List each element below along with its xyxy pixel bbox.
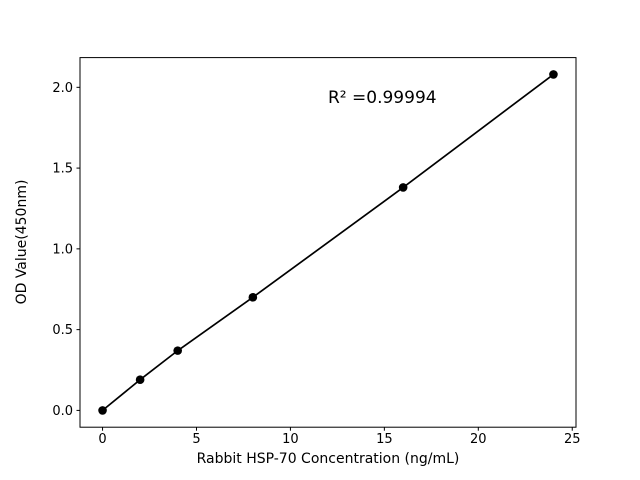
data-line: [102, 73, 554, 412]
x-tick-label: 25: [564, 432, 581, 447]
y-tick-label: 1.0: [52, 242, 73, 257]
data-point: [398, 183, 408, 192]
x-tick-label: 20: [470, 432, 487, 447]
data-point: [98, 406, 107, 415]
data-point: [173, 346, 182, 355]
data-point: [135, 375, 145, 385]
data-point: [549, 70, 558, 79]
x-tick-label: 10: [282, 432, 299, 447]
x-tick-label: 0: [98, 432, 106, 447]
y-axis-label: OD Value(450nm): [14, 179, 30, 305]
data-point: [248, 293, 258, 302]
y-tick-label: 0.0: [52, 404, 73, 419]
y-tick-label: 1.5: [52, 162, 73, 177]
x-axis-label: Rabbit HSP-70 Concentration (ng/mL): [196, 451, 460, 467]
y-tick-label: 2.0: [52, 81, 73, 96]
r-squared-annotation: R² =0.99994: [328, 88, 437, 109]
x-tick-label: 5: [192, 432, 200, 447]
plot-border: [79, 57, 577, 428]
x-tick-label: 15: [376, 432, 393, 447]
y-tick-label: 0.5: [52, 323, 73, 338]
